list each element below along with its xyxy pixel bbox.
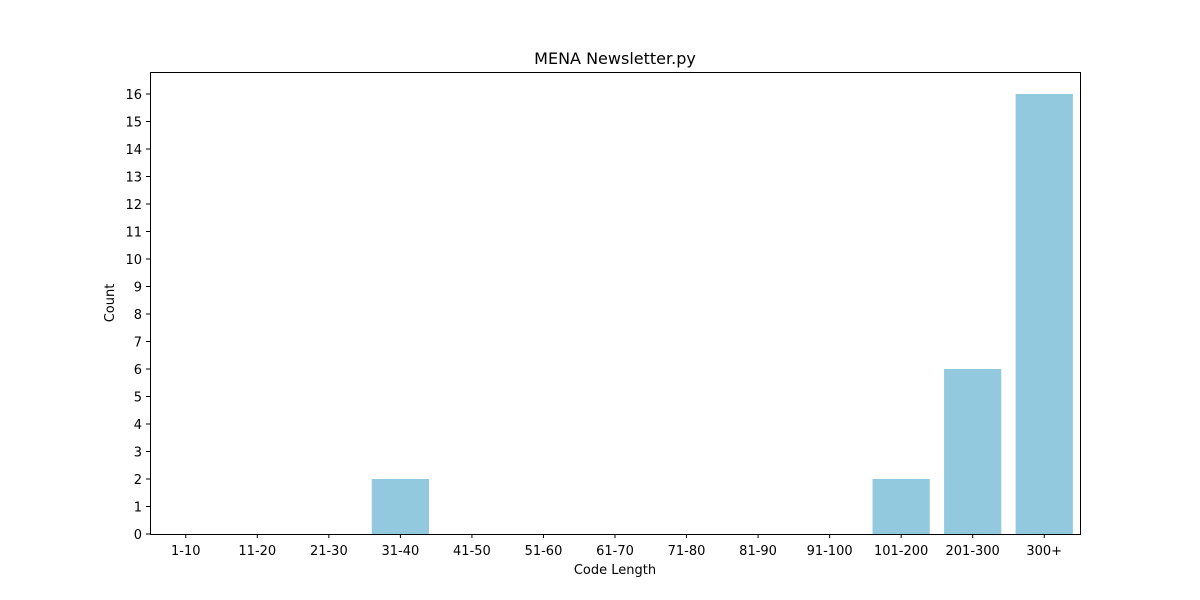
y-tick-label: 11 [125,226,142,241]
x-tick-label: 11-20 [238,544,276,559]
bar-31-40 [371,479,429,534]
x-tick-label: 31-40 [381,544,419,559]
y-tick-label: 9 [134,281,142,296]
chart-title: MENA Newsletter.py [534,49,696,68]
y-tick-label: 0 [134,528,142,543]
x-tick-label: 41-50 [453,544,491,559]
bar-300+ [1015,94,1073,534]
y-tick-label: 12 [125,198,142,213]
y-tick-label: 4 [134,418,142,433]
y-tick-label: 6 [134,363,142,378]
x-tick-label: 91-100 [807,544,853,559]
y-tick-label: 13 [125,171,142,186]
x-tick-label: 201-300 [946,544,1000,559]
y-tick-label: 1 [134,501,142,516]
bar-101-200 [872,479,930,534]
bar-201-300 [944,369,1002,534]
x-tick-label: 300+ [1026,544,1062,559]
x-axis: 1-10 11-20 21-30 31-40 41-50 51-60 61-70 71-80 8… [171,534,1062,559]
x-tick-label: 1-10 [171,544,201,559]
y-tick-label: 7 [134,336,142,351]
bars-group [371,94,1073,534]
x-tick-label: 51-60 [525,544,563,559]
x-tick-label: 101-200 [874,544,928,559]
y-tick-label: 3 [134,446,142,461]
x-tick-label: 61-70 [596,544,634,559]
y-tick-label: 15 [125,116,142,131]
x-tick-label: 21-30 [310,544,348,559]
x-tick-label: 81-90 [739,544,777,559]
x-axis-label: Code Length [574,563,656,578]
y-tick-label: 5 [134,391,142,406]
y-tick-label: 8 [134,308,142,323]
x-tick-label: 71-80 [668,544,706,559]
y-tick-label: 2 [134,473,142,488]
plot-frame [150,72,1081,535]
y-tick-label: 14 [125,143,142,158]
y-axis-label: Count [103,284,118,323]
y-tick-label: 10 [125,253,142,268]
y-tick-label: 16 [125,88,142,103]
